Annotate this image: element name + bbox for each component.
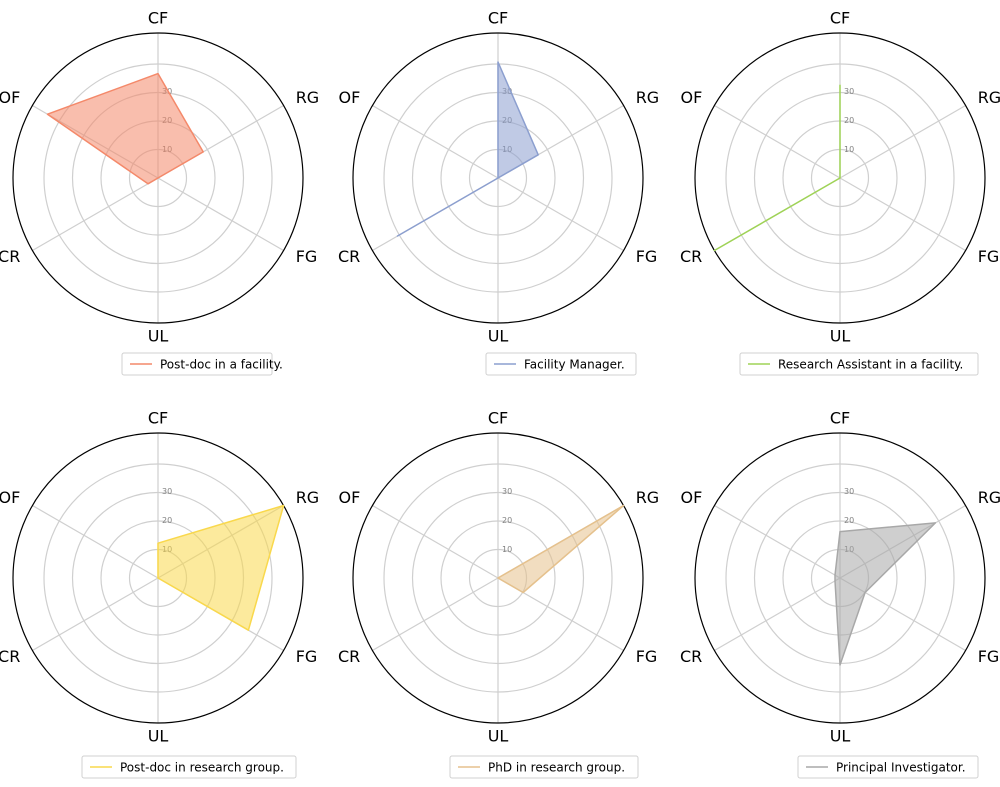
grid-spoke <box>157 177 284 252</box>
legend-label: Post-doc in a facility. <box>160 358 283 372</box>
grid-spoke <box>372 504 499 579</box>
axis-label-cf: CF <box>830 9 850 28</box>
grid-spoke <box>714 577 841 652</box>
axis-label-of: OF <box>0 488 20 507</box>
axis-label-of: OF <box>339 488 361 507</box>
radial-tick-label: 10 <box>844 145 854 154</box>
axis-label-of: OF <box>339 88 361 107</box>
radial-tick-label: 10 <box>502 545 512 554</box>
axis-label-rg: RG <box>978 88 1000 107</box>
radar-chart-5: 10 20 30 CF RG FG UL CR OF PhD in research group. <box>338 409 659 779</box>
axis-label-ul: UL <box>148 327 169 346</box>
grid-spoke <box>372 577 499 652</box>
outer-frame <box>12 432 304 724</box>
outer-frame <box>352 32 644 324</box>
series-area <box>713 84 841 252</box>
radial-tick-label: 30 <box>844 487 854 496</box>
legend-box <box>449 755 639 779</box>
radial-tick-label: 30 <box>502 487 512 496</box>
legend-box <box>739 352 979 376</box>
axis-label-cr: CR <box>338 247 360 266</box>
grid-spoke <box>32 504 159 579</box>
axis-label-ul: UL <box>148 727 169 746</box>
legend-label: PhD in research group. <box>488 761 625 775</box>
radar-chart-6: 102030CFRGFGULCROFPrincipal Investigator… <box>680 409 1000 779</box>
legend: PhD in research group. <box>449 755 639 779</box>
grid-spoke <box>839 177 966 252</box>
radial-tick-label: 20 <box>844 516 854 525</box>
legend-label: Facility Manager. <box>524 358 625 372</box>
legend: Post-doc in a facility. <box>121 352 283 376</box>
grid-spoke <box>714 104 841 179</box>
axis-label-fg: FG <box>296 647 318 666</box>
radar-chart-1: 102030CFRGFGULCROFPost-doc in a facility… <box>0 9 319 376</box>
axis-label-rg: RG <box>636 488 660 507</box>
axis-label-of: OF <box>681 88 703 107</box>
axis-label-fg: FG <box>636 247 658 266</box>
legend-label: Post-doc in research group. <box>120 761 284 775</box>
radial-tick-label: 30 <box>844 87 854 96</box>
axis-label-ul: UL <box>830 327 851 346</box>
axis-label-of: OF <box>0 88 20 107</box>
radial-tick-label: 20 <box>844 116 854 125</box>
legend: Post-doc in research group. <box>81 755 297 779</box>
axis-label-cf: CF <box>488 9 508 28</box>
series-area <box>497 504 625 594</box>
outer-frame <box>694 32 986 324</box>
axis-label-rg: RG <box>636 88 660 107</box>
outer-frame <box>352 432 644 724</box>
axis-label-ul: UL <box>488 727 509 746</box>
axis-label-cf: CF <box>830 409 850 428</box>
axis-label-rg: RG <box>978 488 1000 507</box>
axis-label-ul: UL <box>830 727 851 746</box>
axis-label-fg: FG <box>636 647 658 666</box>
legend-box <box>485 352 637 376</box>
legend-box <box>797 755 979 779</box>
axis-label-cr: CR <box>680 647 702 666</box>
radial-tick-label: 20 <box>162 516 172 525</box>
legend-label: Research Assistant in a facility. <box>778 358 963 372</box>
axis-label-cf: CF <box>148 9 168 28</box>
series-area <box>834 522 937 666</box>
radial-tick-label: 20 <box>502 516 512 525</box>
radial-tick-label: 30 <box>162 487 172 496</box>
grid-spoke <box>839 104 966 179</box>
axis-label-cr: CR <box>338 647 360 666</box>
legend-box <box>81 755 297 779</box>
series-area <box>46 72 204 185</box>
legend-box <box>121 352 273 376</box>
series-area <box>396 61 539 237</box>
legend: Principal Investigator. <box>797 755 979 779</box>
axis-label-rg: RG <box>296 488 320 507</box>
grid-spoke <box>32 177 159 252</box>
axis-label-fg: FG <box>978 647 1000 666</box>
radar-chart-3: 10 20 30 CF RG FG UL CR OF Research Assistant in … <box>680 9 1000 376</box>
grid-spoke <box>372 104 499 179</box>
axis-label-cr: CR <box>0 247 20 266</box>
axis-label-cr: CR <box>0 647 20 666</box>
radar-chart-4: 102030CFRGFGULCROFPost-doc in research g… <box>0 409 319 779</box>
axis-label-cf: CF <box>148 409 168 428</box>
axis-label-cr: CR <box>680 247 702 266</box>
legend-label: Principal Investigator. <box>836 761 966 775</box>
outer-frame <box>694 432 986 724</box>
outer-frame <box>12 32 304 324</box>
legend: Facility Manager. <box>485 352 637 376</box>
grid-spoke <box>497 177 624 252</box>
grid-spoke <box>32 577 159 652</box>
legend: Research Assistant in a facility. <box>739 352 979 376</box>
axis-label-of: OF <box>681 488 703 507</box>
series-area <box>157 504 285 631</box>
axis-label-ul: UL <box>488 327 509 346</box>
axis-label-fg: FG <box>296 247 318 266</box>
axis-label-rg: RG <box>296 88 320 107</box>
radar-chart-2: 102030CFRGFGULCROFFacility Manager. <box>338 9 659 376</box>
axis-label-cf: CF <box>488 409 508 428</box>
axis-label-fg: FG <box>978 247 1000 266</box>
grid-spoke <box>714 504 841 579</box>
